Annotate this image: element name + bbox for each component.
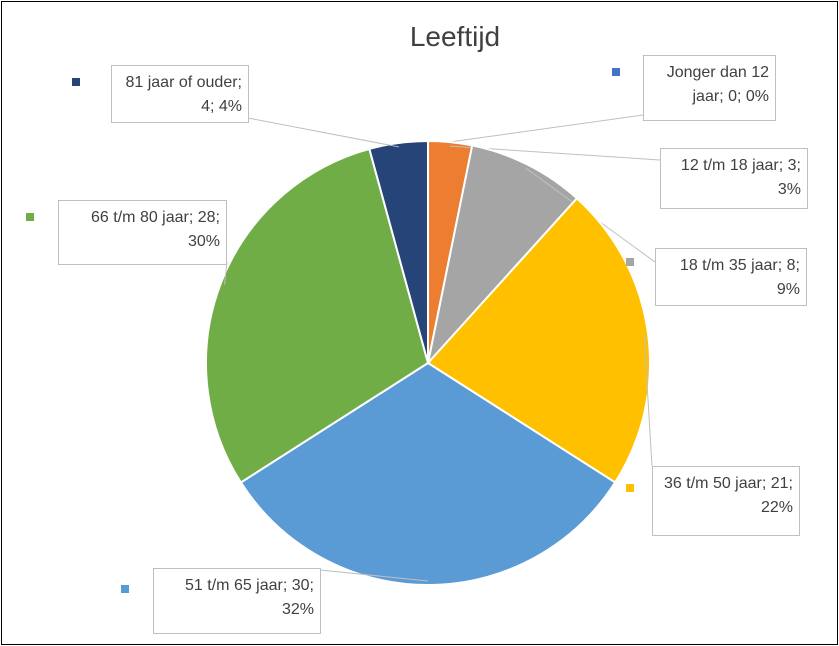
- pie-slice: [426, 144, 579, 367]
- label-separator: ;: [761, 475, 771, 492]
- label-percent: 22%: [760, 499, 793, 516]
- label-separator: ;: [188, 209, 198, 226]
- label-separator: ;: [215, 209, 220, 226]
- label-category: 12 t/m 18 jaar: [680, 157, 779, 174]
- label-category: 66 t/m 80 jaar: [91, 209, 189, 226]
- label-value: 21: [770, 475, 789, 492]
- label-percent: 9%: [776, 281, 800, 298]
- label-percent: 3%: [777, 181, 801, 198]
- pie-slice: [205, 147, 430, 484]
- chart-title: Leeftijd: [410, 21, 500, 52]
- legend-marker: [612, 68, 620, 76]
- label-separator: ;: [209, 98, 219, 115]
- data-label: Jonger dan 12 jaar; 0; 0%: [643, 55, 776, 121]
- data-label: 12 t/m 18 jaar; 3; 3%: [660, 148, 808, 209]
- label-percent: 30%: [187, 233, 220, 250]
- label-category: 81 jaar of ouder: [125, 74, 238, 91]
- label-percent: 0%: [745, 88, 769, 105]
- label-separator: ;: [309, 577, 314, 594]
- data-label: 18 t/m 35 jaar; 8; 9%: [655, 248, 807, 306]
- label-category: 36 t/m 50 jaar: [664, 475, 762, 492]
- label-category: Jonger dan 12 jaar: [666, 64, 769, 105]
- leader-line: [643, 333, 653, 467]
- label-separator: ;: [282, 577, 292, 594]
- label-value: 4: [201, 98, 210, 115]
- leader-line: [319, 569, 429, 582]
- label-separator: ;: [795, 257, 800, 274]
- data-label: 66 t/m 80 jaar; 28; 30%: [58, 200, 227, 265]
- label-percent: 32%: [281, 601, 314, 618]
- label-separator: ;: [788, 475, 793, 492]
- label-percent: 4%: [218, 98, 242, 115]
- label-category: 51 t/m 65 jaar: [185, 577, 283, 594]
- label-separator: ;: [778, 157, 788, 174]
- data-label: 81 jaar of ouder; 4; 4%: [111, 65, 249, 123]
- data-label: 36 t/m 50 jaar; 21; 22%: [652, 466, 800, 536]
- label-separator: ;: [736, 88, 746, 105]
- label-category: 18 t/m 35 jaar: [679, 257, 778, 274]
- legend-marker: [26, 213, 34, 221]
- leader-line: [224, 261, 228, 285]
- label-separator: ;: [796, 157, 801, 174]
- pie-slice: [368, 139, 429, 364]
- legend-marker: [72, 78, 80, 86]
- pie-slice: [426, 196, 651, 484]
- label-separator: ;: [237, 74, 242, 91]
- label-value: 3: [787, 157, 797, 174]
- label-value: 8: [786, 257, 796, 274]
- label-value: 0: [728, 88, 737, 105]
- leader-line: [427, 114, 644, 146]
- pie-slice: [239, 361, 617, 586]
- label-value: 30: [291, 577, 310, 594]
- legend-marker: [626, 258, 634, 266]
- legend-marker: [626, 484, 634, 492]
- label-value: 28: [197, 209, 216, 226]
- label-separator: ;: [719, 88, 729, 105]
- data-label: 51 t/m 65 jaar; 30; 32%: [153, 568, 321, 634]
- legend-marker: [121, 585, 129, 593]
- leader-line: [247, 117, 400, 148]
- label-separator: ;: [777, 257, 787, 274]
